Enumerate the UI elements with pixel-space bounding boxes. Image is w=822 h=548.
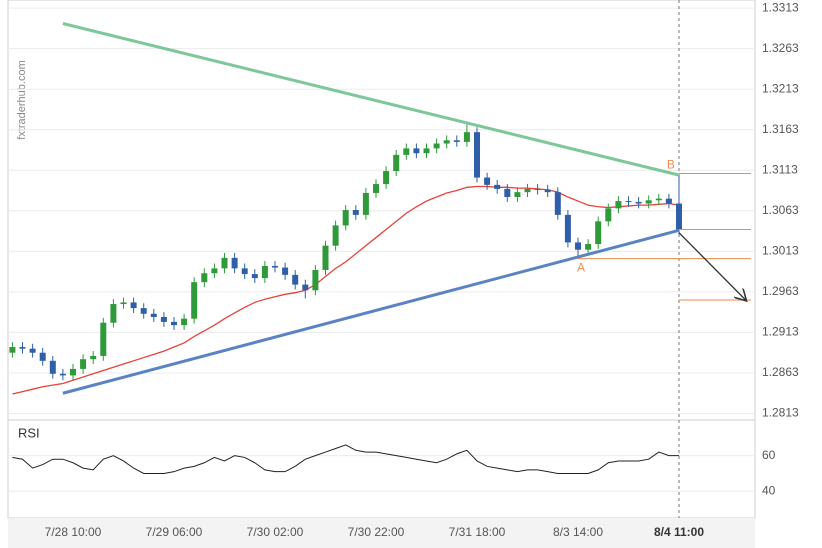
candle-body [393, 154, 400, 172]
candle-body [241, 268, 248, 275]
candle-body [332, 225, 339, 246]
candle-body [655, 198, 662, 201]
point-label: A [577, 261, 585, 275]
candle-body [605, 208, 612, 222]
candle-body [534, 188, 541, 190]
y-tick-label: 1.3263 [762, 41, 799, 55]
rsi-line [12, 444, 679, 474]
candle-body [423, 148, 430, 154]
candle-body [9, 347, 16, 353]
candle-body [474, 132, 480, 178]
candle-body [292, 274, 299, 285]
y-tick-label: 1.3313 [762, 0, 799, 14]
trendline [62, 228, 680, 395]
candle-body [484, 177, 491, 185]
candle-body [59, 373, 66, 376]
y-tick-label: 1.3163 [762, 122, 799, 136]
candle-body [625, 201, 632, 203]
candle-body [70, 368, 76, 376]
candle-body [514, 192, 521, 198]
candle-body [49, 360, 56, 374]
candle-body [564, 214, 571, 243]
candle-body [635, 201, 642, 204]
x-axis-band [8, 518, 755, 548]
y-tick-label: 1.3063 [762, 203, 799, 217]
candle-body [665, 198, 672, 204]
x-tick-label: 7/29 06:00 [146, 525, 203, 539]
candle-body [120, 302, 127, 305]
y-tick-label: 1.3113 [762, 162, 798, 176]
x-tick-label: 7/31 18:00 [449, 525, 506, 539]
candle-body [29, 348, 36, 353]
candle-body [645, 200, 652, 204]
candle-body [322, 245, 329, 270]
forecast-arrow [678, 232, 746, 300]
candle-body [453, 140, 460, 142]
trendline [62, 22, 680, 177]
candle-body [221, 257, 228, 269]
candle-body [676, 203, 682, 230]
candle-body [463, 132, 470, 142]
candle-body [211, 268, 218, 274]
candle-body [342, 210, 349, 226]
candle-body [191, 282, 198, 319]
candle-body [585, 244, 592, 250]
candle-body [433, 143, 440, 149]
candle-body [383, 171, 390, 185]
candle-body [443, 140, 450, 144]
candle-body [595, 221, 602, 245]
rsi-tick-label: 40 [762, 483, 776, 497]
x-tick-label: 8/4 11:00 [654, 525, 704, 539]
x-tick-label: 7/30 22:00 [348, 525, 405, 539]
candle-body [251, 274, 258, 279]
candle-body [362, 192, 369, 215]
candle-body [282, 267, 289, 275]
candle-body [80, 359, 87, 369]
y-tick-label: 1.2863 [762, 365, 799, 379]
candle-body [312, 270, 319, 291]
candle-body [231, 257, 238, 269]
candle-body [130, 302, 137, 309]
moving-average [12, 185, 680, 395]
candle-body [110, 304, 117, 323]
candle-body [150, 313, 157, 318]
candle-body [373, 184, 379, 193]
indicator-label: RSI [18, 425, 40, 440]
watermark: fxtraderhub.com [16, 60, 28, 139]
point-label: B [667, 158, 675, 172]
candle-body [403, 148, 410, 155]
candle-body [544, 189, 551, 193]
x-tick-label: 8/3 14:00 [553, 525, 603, 539]
candle-body [302, 284, 309, 291]
candle-body [100, 322, 107, 356]
candle-body [554, 192, 561, 215]
candle-body [160, 317, 167, 322]
candle-body [413, 148, 420, 154]
y-tick-label: 1.3213 [762, 81, 799, 95]
y-tick-label: 1.3013 [762, 244, 799, 258]
y-tick-label: 1.2963 [762, 284, 799, 298]
rsi-tick-label: 60 [762, 448, 776, 462]
candle-body [494, 184, 501, 189]
y-tick-label: 1.2813 [762, 406, 799, 420]
candle-body [201, 273, 208, 283]
candle-body [352, 210, 359, 215]
candle-body [615, 201, 622, 209]
candle-body [261, 265, 268, 279]
x-tick-label: 7/28 10:00 [45, 525, 102, 539]
x-tick-label: 7/30 02:00 [247, 525, 304, 539]
candle-body [171, 321, 177, 326]
candle-body [39, 352, 46, 361]
y-tick-label: 1.2913 [762, 325, 799, 339]
candle-body [140, 308, 147, 314]
candle-body [575, 242, 581, 250]
candle-body [181, 318, 188, 326]
candle-body [524, 188, 531, 193]
candle-body [90, 355, 97, 360]
candle-body [504, 188, 511, 198]
candle-body [19, 347, 26, 349]
candle-body [272, 265, 278, 268]
